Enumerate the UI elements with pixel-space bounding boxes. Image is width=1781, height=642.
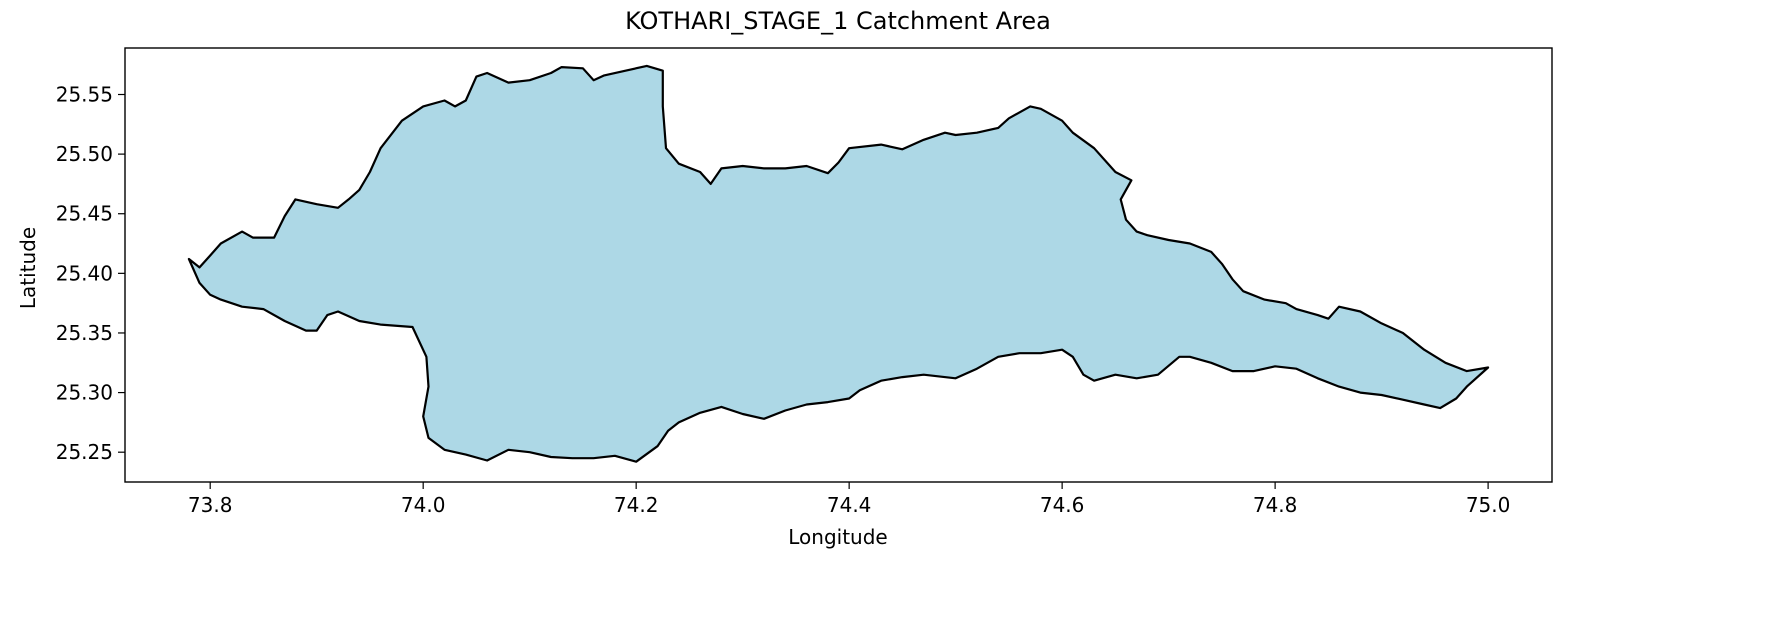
plot-area xyxy=(187,64,1490,463)
y-axis-ticks: 25.25 25.30 25.35 25.40 25.45 25.50 25.55 xyxy=(56,83,125,464)
x-tick-label: 74.4 xyxy=(827,493,872,517)
x-tick-label: 74.0 xyxy=(401,493,446,517)
x-tick-label: 74.2 xyxy=(614,493,659,517)
x-axis-ticks: 73.8 74.0 74.2 74.4 74.6 74.8 75.0 xyxy=(188,482,1510,517)
x-tick-label: 74.6 xyxy=(1040,493,1085,517)
axes-frame xyxy=(124,47,1553,483)
x-tick-label: 73.8 xyxy=(188,493,233,517)
x-tick-label: 75.0 xyxy=(1466,493,1511,517)
y-axis-label: Latitude xyxy=(16,227,40,309)
chart-title: KOTHARI_STAGE_1 Catchment Area xyxy=(625,7,1051,35)
y-tick-label: 25.25 xyxy=(56,440,113,464)
y-tick-label: 25.50 xyxy=(56,142,113,166)
x-tick-label: 74.8 xyxy=(1253,493,1298,517)
y-tick-label: 25.45 xyxy=(56,202,113,226)
x-axis-label: Longitude xyxy=(788,525,887,549)
y-tick-label: 25.40 xyxy=(56,261,113,285)
y-tick-label: 25.35 xyxy=(56,321,113,345)
y-tick-label: 25.55 xyxy=(56,83,113,107)
y-tick-label: 25.30 xyxy=(56,381,113,405)
catchment-polygon xyxy=(187,64,1490,463)
